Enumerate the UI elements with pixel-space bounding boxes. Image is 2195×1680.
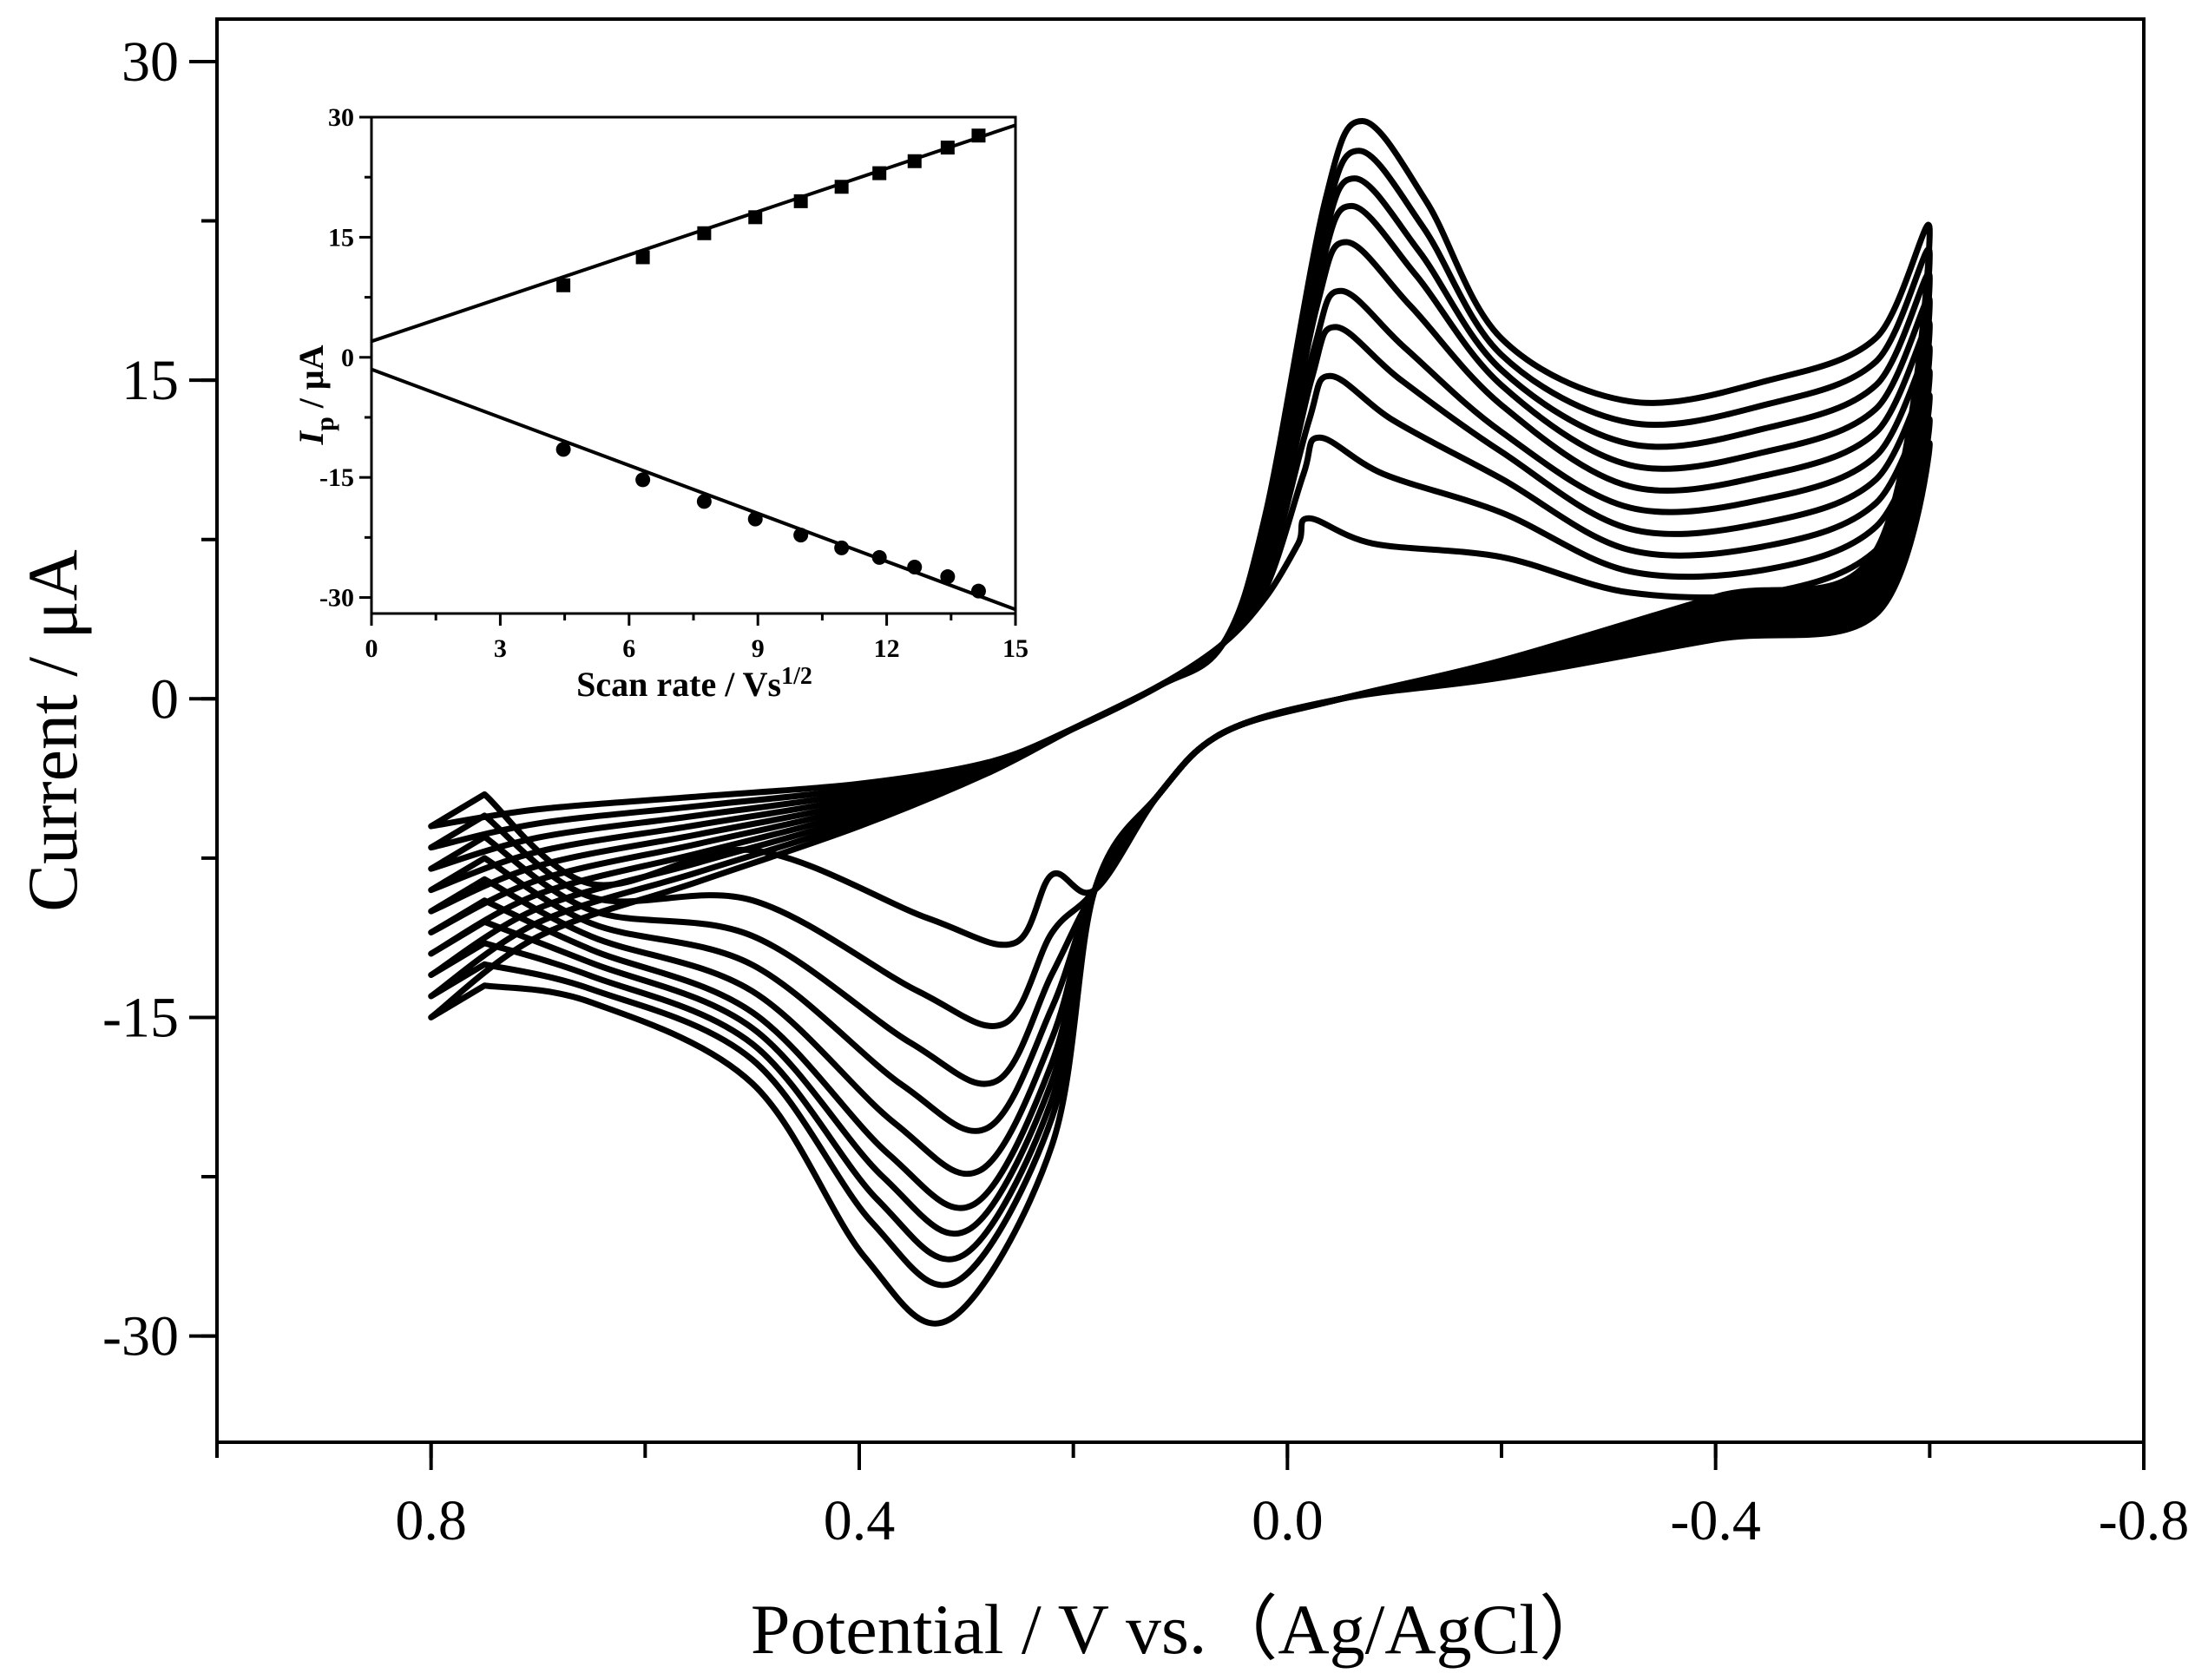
inset-point-cathodic xyxy=(696,494,712,509)
inset-y-tick-label: -15 xyxy=(319,463,354,492)
inset-x-tick-label: 9 xyxy=(752,634,765,663)
main-x-axis-title: Potential / V vs.（Ag/AgCl） xyxy=(751,1590,1610,1669)
inset-background xyxy=(371,117,1015,614)
main-x-tick-label: 0.0 xyxy=(1252,1489,1324,1552)
inset-point-cathodic xyxy=(747,511,763,527)
inset-point-cathodic xyxy=(940,569,956,585)
main-plot-frame xyxy=(215,17,2146,1444)
main-y-axis-title: Current / μA xyxy=(13,549,92,911)
inset-x-tick-label: 12 xyxy=(874,634,900,663)
inset-point-cathodic xyxy=(907,559,923,574)
cv-curve-series xyxy=(428,118,1933,1327)
inset-point-cathodic xyxy=(635,472,651,488)
main-y-tick-label: 30 xyxy=(122,30,179,94)
inset-point-anodic xyxy=(635,250,650,265)
inset-y-tick-label: 30 xyxy=(328,103,354,132)
inset-point-cathodic xyxy=(555,442,571,457)
main-x-tick-label: -0.8 xyxy=(2099,1489,2189,1552)
inset-data-points xyxy=(555,128,986,599)
inset-point-cathodic xyxy=(834,540,850,555)
inset-point-anodic xyxy=(834,180,849,194)
inset-axis-ticks: 0 3 6 9 12 15 30 15 0 -15 -30 xyxy=(319,103,1028,663)
main-x-tick-label: 0.8 xyxy=(395,1489,467,1552)
inset-point-anodic xyxy=(907,154,922,168)
main-cv-curves xyxy=(428,118,1933,1327)
inset-x-axis-title-main: Scan rate / Vs xyxy=(576,665,781,704)
main-y-tick-label: -30 xyxy=(102,1305,179,1368)
inset-x-tick-label: 3 xyxy=(494,634,507,663)
inset-point-cathodic xyxy=(793,528,809,543)
inset-x-tick-label: 0 xyxy=(365,634,378,663)
inset-y-tick-label: 0 xyxy=(341,344,354,372)
inset-y-axis-title: Ip / μA xyxy=(292,345,339,445)
inset-y-axis-title-subscript: p xyxy=(311,417,339,431)
inset-point-cathodic xyxy=(871,549,887,565)
inset-point-anodic xyxy=(872,166,887,180)
inset-y-axis-title-rest: / μA xyxy=(292,345,331,417)
inset-point-anodic xyxy=(697,226,712,240)
main-x-tick-label: 0.4 xyxy=(824,1489,896,1552)
inset-x-tick-label: 15 xyxy=(1002,634,1028,663)
main-y-tick-label: -15 xyxy=(102,986,179,1049)
inset-point-anodic xyxy=(971,128,986,143)
inset-point-anodic xyxy=(556,278,571,292)
inset-y-tick-label: -30 xyxy=(319,584,354,613)
inset-point-anodic xyxy=(748,210,763,225)
main-x-tick-label: -0.4 xyxy=(1670,1489,1760,1552)
main-y-tick-label: 0 xyxy=(150,667,179,731)
inset-x-axis-title: Scan rate / Vs1/2 xyxy=(576,663,812,704)
inset-y-tick-label: 15 xyxy=(328,223,354,252)
inset-x-axis-title-superscript: 1/2 xyxy=(781,663,812,690)
main-y-tick-label: 15 xyxy=(122,349,179,412)
inset-point-cathodic xyxy=(970,583,986,599)
inset-point-anodic xyxy=(793,194,808,208)
inset-x-tick-label: 6 xyxy=(622,634,635,663)
inset-point-anodic xyxy=(940,141,955,155)
inset-y-axis-title-italic: I xyxy=(292,430,331,445)
